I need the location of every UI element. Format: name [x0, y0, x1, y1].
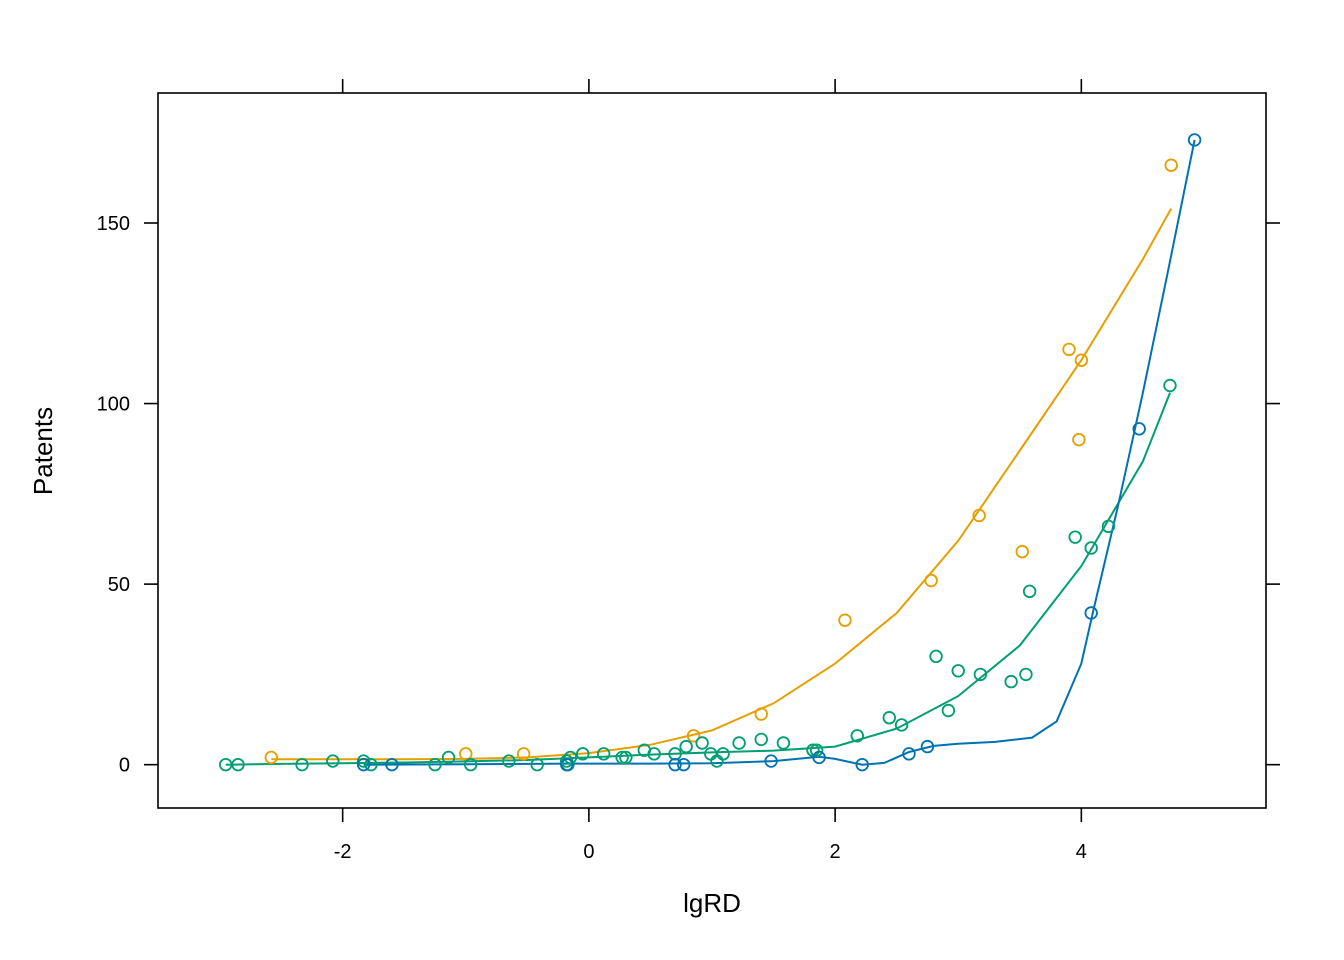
data-point [1004, 674, 1018, 689]
data-point [695, 736, 709, 750]
data-point [704, 747, 718, 761]
data-point [441, 750, 456, 765]
data-point [1132, 422, 1146, 436]
data-point [295, 757, 309, 772]
data-point [459, 747, 473, 761]
data-point [264, 750, 278, 765]
data-point [356, 754, 371, 768]
data-point [1072, 432, 1086, 447]
data-point [924, 573, 938, 588]
data-point [1022, 584, 1037, 599]
plot-frame [157, 92, 1267, 809]
data-point [838, 613, 852, 627]
data-point [716, 747, 730, 761]
data-point [560, 757, 574, 772]
data-point [902, 747, 916, 761]
data-point [732, 736, 746, 750]
data-point [1164, 158, 1178, 172]
data-point [1084, 541, 1098, 555]
data-point [1068, 530, 1082, 544]
data-point [1015, 544, 1029, 559]
data-point [364, 757, 378, 772]
data-point [679, 739, 693, 754]
data-point [530, 757, 544, 772]
data-point [596, 747, 611, 761]
data-point [754, 732, 768, 747]
data-point [850, 729, 864, 743]
smooth-curve-1 [271, 208, 1173, 761]
data-point [647, 747, 661, 761]
data-point [1074, 353, 1089, 367]
data-point [776, 736, 791, 750]
data-point [502, 754, 516, 768]
data-point [972, 508, 986, 523]
data-point [231, 757, 245, 772]
data-point [764, 754, 778, 768]
data-point [882, 711, 896, 725]
x-axis-title: lgRD [683, 888, 741, 918]
data-point [1019, 667, 1033, 682]
y-tick-label: 50 [108, 574, 130, 596]
data-point [326, 754, 340, 768]
data-point [941, 703, 956, 718]
y-tick-label: 100 [97, 394, 130, 416]
data-points [219, 133, 1202, 772]
y-axis-title: Patents [28, 407, 58, 495]
data-point [812, 750, 826, 765]
smooth-curve-2 [225, 392, 1171, 766]
data-point [676, 757, 691, 772]
data-point [929, 649, 943, 664]
data-point [356, 757, 371, 772]
data-point [385, 757, 399, 772]
smooth-curve-3 [363, 139, 1196, 766]
data-point [754, 707, 768, 721]
data-point [563, 750, 578, 765]
data-point [428, 757, 442, 772]
data-point [973, 667, 988, 682]
data-point [1084, 606, 1098, 620]
data-point [809, 743, 824, 757]
data-point [710, 754, 724, 768]
data-point [576, 747, 590, 761]
data-point [619, 750, 633, 765]
data-point [668, 757, 682, 772]
data-point [516, 747, 531, 761]
data-point [1163, 378, 1177, 393]
data-point [1187, 133, 1202, 147]
data-point [686, 729, 701, 743]
data-point [894, 718, 909, 732]
y-tick-label: 0 [119, 755, 130, 777]
axis-ticks: -2 0 2 4 0 50 100 150 [97, 79, 1280, 863]
data-point [1062, 342, 1076, 357]
x-tick-label: 4 [1076, 841, 1087, 863]
data-point [920, 739, 935, 754]
data-point [951, 664, 965, 678]
data-point [615, 750, 629, 765]
x-tick-label: -2 [334, 841, 352, 863]
data-point [464, 757, 478, 772]
data-point [855, 757, 869, 772]
x-tick-label: 2 [830, 841, 841, 863]
smooth-curves [225, 139, 1196, 766]
y-tick-label: 150 [97, 213, 130, 235]
x-tick-label: 0 [583, 841, 594, 863]
data-point [1101, 519, 1116, 534]
